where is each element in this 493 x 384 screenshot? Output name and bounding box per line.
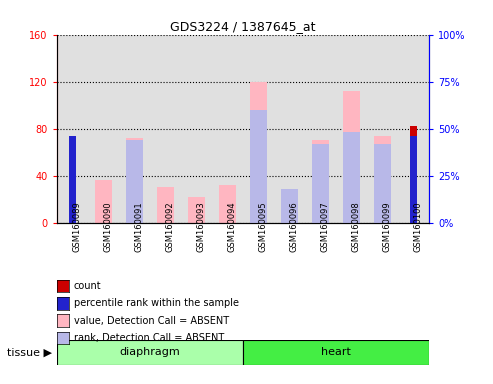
Bar xyxy=(219,185,236,223)
Text: GSM160098: GSM160098 xyxy=(352,201,360,252)
Text: GSM160090: GSM160090 xyxy=(103,201,112,252)
Text: count: count xyxy=(74,281,102,291)
Text: GSM160089: GSM160089 xyxy=(72,201,81,252)
Bar xyxy=(126,138,143,223)
Bar xyxy=(69,136,75,223)
Text: rank, Detection Call = ABSENT: rank, Detection Call = ABSENT xyxy=(74,333,224,343)
Bar xyxy=(250,82,267,223)
Bar xyxy=(374,144,391,223)
Text: tissue ▶: tissue ▶ xyxy=(7,347,52,358)
Text: GSM160091: GSM160091 xyxy=(134,201,143,252)
Bar xyxy=(57,340,243,365)
Text: heart: heart xyxy=(321,347,351,358)
Text: GSM160094: GSM160094 xyxy=(227,201,236,252)
Bar xyxy=(126,140,143,223)
Text: value, Detection Call = ABSENT: value, Detection Call = ABSENT xyxy=(74,316,229,326)
Bar xyxy=(69,138,75,223)
Bar xyxy=(281,189,298,223)
Bar xyxy=(243,340,429,365)
Text: GSM160095: GSM160095 xyxy=(258,201,267,252)
Bar xyxy=(312,144,329,223)
Text: GSM160099: GSM160099 xyxy=(383,201,391,252)
Title: GDS3224 / 1387645_at: GDS3224 / 1387645_at xyxy=(170,20,316,33)
Bar xyxy=(374,136,391,223)
Bar xyxy=(281,209,298,223)
Bar xyxy=(95,180,112,223)
Bar xyxy=(157,187,174,223)
Text: GSM160093: GSM160093 xyxy=(196,201,205,252)
Bar xyxy=(312,141,329,223)
Text: GSM160092: GSM160092 xyxy=(165,201,174,252)
Bar xyxy=(343,132,360,223)
Bar xyxy=(410,136,417,223)
Text: percentile rank within the sample: percentile rank within the sample xyxy=(74,298,239,308)
Text: GSM160100: GSM160100 xyxy=(414,201,423,252)
Text: GSM160096: GSM160096 xyxy=(289,201,298,252)
Bar xyxy=(188,197,205,223)
Text: diaphragm: diaphragm xyxy=(119,347,180,358)
Bar xyxy=(343,91,360,223)
Bar xyxy=(410,126,417,223)
Bar xyxy=(250,110,267,223)
Text: GSM160097: GSM160097 xyxy=(320,201,329,252)
